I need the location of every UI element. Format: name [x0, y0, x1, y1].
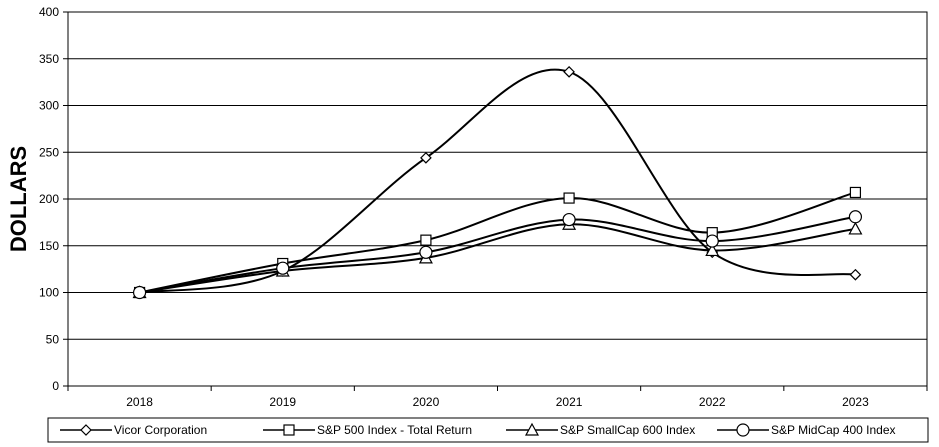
y-tick-labels: 0 50 100 150 200 250 300 350 400 [39, 5, 59, 393]
x-tick-label: 2018 [126, 395, 153, 409]
data-point [849, 268, 862, 281]
legend-label: S&P 500 Index - Total Return [317, 423, 472, 437]
data-point [848, 221, 863, 235]
y-tick-label: 350 [39, 52, 59, 66]
legend-label: S&P MidCap 400 Index [771, 423, 896, 437]
x-tick-labels: 2018 2019 2020 2021 2022 2023 [126, 395, 869, 409]
x-tick-label: 2019 [269, 395, 296, 409]
series-circle [132, 210, 863, 300]
y-tick-label: 150 [39, 239, 59, 253]
data-point [276, 261, 290, 275]
legend-item: Vicor Corporation [60, 423, 207, 437]
legend: Vicor Corporation S&P 500 Index - Total R… [47, 417, 929, 443]
y-tick-label: 400 [39, 5, 59, 19]
gridlines [68, 11, 927, 387]
data-point [849, 186, 862, 199]
legend-label: Vicor Corporation [114, 423, 207, 437]
series-line [139, 215, 856, 294]
data-point [420, 234, 432, 246]
x-tick-label: 2023 [842, 395, 869, 409]
y-tick-label: 50 [46, 332, 60, 346]
y-tick-label: 200 [39, 192, 59, 206]
legend-item: S&P 500 Index - Total Return [263, 423, 472, 437]
data-point [562, 212, 576, 227]
series-group [132, 65, 863, 300]
legend-label: S&P SmallCap 600 Index [560, 423, 695, 437]
legend-marker [80, 424, 92, 436]
series-line [139, 68, 856, 294]
data-point [563, 65, 575, 78]
y-tick-label: 250 [39, 145, 59, 159]
x-tick-label: 2022 [699, 395, 726, 409]
data-point [420, 152, 432, 164]
series-line [139, 223, 856, 294]
series-triangle [132, 216, 863, 299]
x-tick-label: 2020 [413, 395, 440, 409]
y-axis-label: DOLLARS [6, 146, 31, 252]
legend-item: S&P SmallCap 600 Index [506, 422, 695, 437]
series-diamond [133, 65, 862, 299]
legend-marker [736, 423, 750, 437]
axes [63, 11, 928, 391]
legend-box [47, 417, 929, 443]
data-point [563, 192, 575, 204]
data-point [848, 210, 863, 224]
series-square [133, 186, 862, 299]
data-point [705, 243, 720, 257]
data-point [705, 234, 719, 248]
x-tick-label: 2021 [556, 395, 583, 409]
legend-marker [524, 422, 540, 436]
data-point [132, 285, 147, 300]
y-tick-label: 100 [39, 286, 59, 300]
data-point [419, 245, 433, 259]
y-tick-label: 300 [39, 99, 59, 113]
legend-marker [283, 424, 295, 436]
y-tick-label: 0 [52, 379, 59, 393]
legend-item: S&P MidCap 400 Index [717, 423, 896, 437]
series-line [139, 191, 856, 294]
